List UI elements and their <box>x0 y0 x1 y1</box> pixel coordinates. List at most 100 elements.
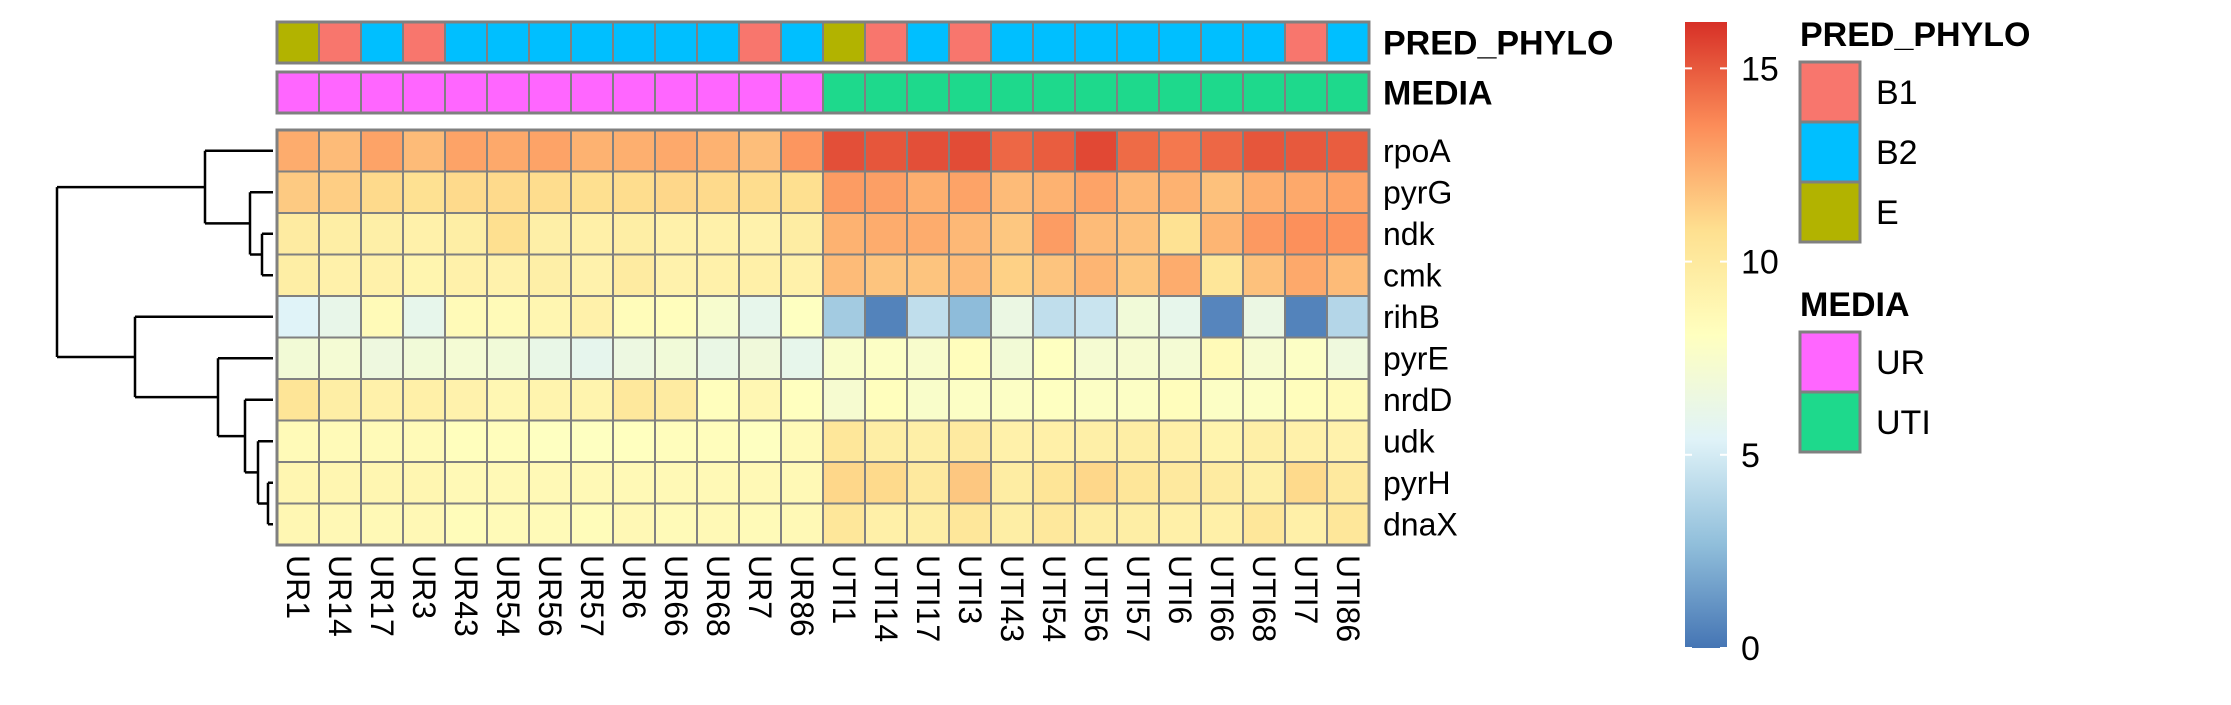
heatmap-cell <box>486 170 530 214</box>
heatmap-cell <box>1116 253 1160 297</box>
heatmap-cell <box>318 295 362 339</box>
annotation-cell <box>990 21 1034 64</box>
heatmap-cell <box>738 502 782 546</box>
heatmap-cell <box>654 295 698 339</box>
heatmap-cell <box>822 295 866 339</box>
heatmap-cell <box>1074 129 1118 173</box>
annotation-cell <box>1032 21 1076 64</box>
heatmap-cell <box>318 170 362 214</box>
column-label: UTI6 <box>1162 555 1198 624</box>
heatmap-cell <box>1326 378 1370 422</box>
heatmap-cell <box>1116 502 1160 546</box>
annotation-cell <box>1242 21 1286 64</box>
heatmap-cell <box>864 212 908 256</box>
heatmap-cell <box>444 212 488 256</box>
annotation-legend: PRED_PHYLO B1 B2 E MEDIA UR UTI <box>1798 16 2031 454</box>
heatmap-cell <box>1284 170 1328 214</box>
heatmap-cell <box>276 461 320 505</box>
heatmap-cell <box>1032 378 1076 422</box>
heatmap-cell <box>276 170 320 214</box>
heatmap-cell <box>1200 502 1244 546</box>
heatmap-cell <box>360 212 404 256</box>
annotation-cell <box>696 71 740 114</box>
column-label: UR56 <box>532 555 568 637</box>
annotation-cell <box>402 21 446 64</box>
heatmap-cell <box>822 253 866 297</box>
heatmap-cell <box>1326 170 1370 214</box>
heatmap-cell <box>906 419 950 463</box>
color-scale-tick-label: 0 <box>1741 630 1760 668</box>
annotation-cell <box>318 21 362 64</box>
heatmap-cell <box>696 212 740 256</box>
column-label: UTI3 <box>952 555 988 624</box>
heatmap-cell <box>276 419 320 463</box>
heatmap-cell <box>654 253 698 297</box>
heatmap-cell <box>276 295 320 339</box>
heatmap-cell <box>276 253 320 297</box>
heatmap-cell <box>360 419 404 463</box>
heatmap-cell <box>612 295 656 339</box>
annotation-cell <box>822 71 866 114</box>
heatmap-cell <box>1284 502 1328 546</box>
column-label: UTI54 <box>1036 555 1072 642</box>
annotation-cell <box>318 71 362 114</box>
annotation-cell <box>1284 21 1328 64</box>
color-scale-bar <box>1685 22 1727 648</box>
heatmap-cell <box>1242 129 1286 173</box>
heatmap-cell <box>738 419 782 463</box>
annotation-cell <box>654 21 698 64</box>
heatmap-cell <box>1158 212 1202 256</box>
heatmap-cell <box>864 129 908 173</box>
annotation-cell <box>654 71 698 114</box>
annotation-cell <box>612 71 656 114</box>
heatmap-cell <box>1200 253 1244 297</box>
heatmap-cell <box>822 170 866 214</box>
column-label: UR3 <box>406 555 442 619</box>
row-dendrogram <box>55 149 273 526</box>
heatmap-cell <box>486 378 530 422</box>
heatmap-cell <box>360 170 404 214</box>
annotation-cell <box>1116 21 1160 64</box>
heatmap-cell <box>360 336 404 380</box>
color-scale-tick-label: 10 <box>1741 244 1779 282</box>
annotation-cell <box>444 71 488 114</box>
legend-title: MEDIA <box>1800 286 1910 324</box>
column-label: UR6 <box>616 555 652 619</box>
heatmap-cell <box>906 336 950 380</box>
heatmap-cell <box>1158 336 1202 380</box>
heatmap-border <box>275 128 1371 547</box>
heatmap-cell <box>822 461 866 505</box>
column-label: UTI14 <box>868 555 904 642</box>
annotation-cell <box>1200 71 1244 114</box>
annotation-cell <box>486 71 530 114</box>
heatmap-cell <box>738 253 782 297</box>
heatmap-cell <box>990 378 1034 422</box>
heatmap-cell <box>948 170 992 214</box>
heatmap-cell <box>1284 295 1328 339</box>
heatmap-cell <box>1074 461 1118 505</box>
heatmap-cell <box>318 419 362 463</box>
heatmap-cell <box>822 419 866 463</box>
column-label: UTI66 <box>1204 555 1240 642</box>
heatmap-cell <box>906 378 950 422</box>
heatmap-cell <box>486 419 530 463</box>
heatmap-cell <box>1158 461 1202 505</box>
heatmap-cell <box>1326 502 1370 546</box>
row-label: rpoA <box>1383 133 1451 169</box>
heatmap-cell <box>402 378 446 422</box>
heatmap-cell <box>948 502 992 546</box>
annotation-cell <box>738 21 782 64</box>
heatmap-cell <box>990 253 1034 297</box>
annotation-cell <box>360 21 404 64</box>
column-label: UTI86 <box>1330 555 1366 642</box>
heatmap-cell <box>864 461 908 505</box>
heatmap-cell <box>696 419 740 463</box>
annotation-cell <box>360 71 404 114</box>
annotation-cell <box>822 21 866 64</box>
annotation-cell <box>780 71 824 114</box>
heatmap-cell <box>1032 129 1076 173</box>
heatmap-cell <box>780 212 824 256</box>
heatmap-cell <box>402 461 446 505</box>
annotation-cell <box>1242 71 1286 114</box>
